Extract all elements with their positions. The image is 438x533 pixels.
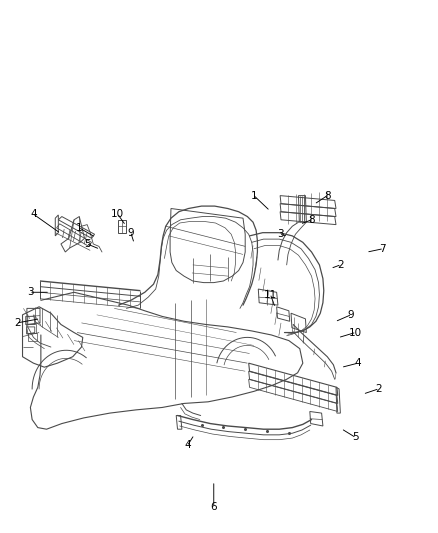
- Text: 5: 5: [84, 239, 91, 249]
- Text: 8: 8: [308, 215, 315, 225]
- Text: 1: 1: [251, 191, 257, 200]
- Text: 3: 3: [277, 229, 283, 239]
- Text: 5: 5: [352, 432, 359, 442]
- Text: 8: 8: [324, 191, 331, 200]
- Text: 11: 11: [264, 290, 277, 300]
- Text: 4: 4: [30, 209, 37, 219]
- Text: 1: 1: [76, 223, 83, 233]
- Text: 2: 2: [337, 260, 344, 270]
- Text: 6: 6: [210, 502, 217, 512]
- Text: 9: 9: [347, 310, 354, 320]
- Text: 10: 10: [349, 328, 362, 337]
- Text: 9: 9: [127, 228, 134, 238]
- Text: 7: 7: [379, 244, 386, 254]
- Text: 2: 2: [14, 318, 21, 328]
- Text: 10: 10: [111, 209, 124, 219]
- Text: 4: 4: [354, 358, 361, 368]
- Text: 3: 3: [27, 287, 34, 297]
- Text: 2: 2: [375, 384, 381, 394]
- Text: 4: 4: [184, 440, 191, 450]
